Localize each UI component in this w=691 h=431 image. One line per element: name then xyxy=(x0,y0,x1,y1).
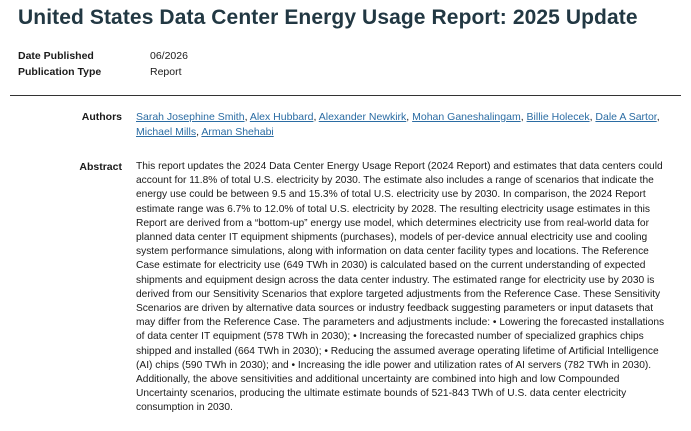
author-link[interactable]: Michael Mills xyxy=(136,126,197,138)
authors-section: Authors Sarah Josephine Smith, Alex Hubb… xyxy=(0,110,691,140)
date-published-label: Date Published xyxy=(18,50,94,62)
authors-list: Sarah Josephine Smith, Alex Hubbard, Ale… xyxy=(136,111,660,138)
author-link[interactable]: Mohan Ganeshalingam xyxy=(412,111,521,123)
section-divider xyxy=(10,95,681,96)
date-published-row: Date Published 06/2026 xyxy=(18,48,188,64)
author-link[interactable]: Dale A Sartor xyxy=(595,111,657,123)
abstract-section: Abstract This report updates the 2024 Da… xyxy=(0,160,691,416)
date-published-value: 06/2026 xyxy=(150,50,188,62)
author-link[interactable]: Billie Holecek xyxy=(526,111,590,123)
publication-meta: Date Published 06/2026 Publication Type … xyxy=(18,48,188,80)
abstract-label: Abstract xyxy=(79,161,122,173)
author-link[interactable]: Arman Shehabi xyxy=(201,126,274,138)
author-link[interactable]: Sarah Josephine Smith xyxy=(136,111,245,123)
abstract-text: This report updates the 2024 Data Center… xyxy=(136,161,665,414)
author-link[interactable]: Alex Hubbard xyxy=(249,111,314,123)
publication-type-value: Report xyxy=(150,66,182,78)
publication-type-row: Publication Type Report xyxy=(18,64,188,80)
publication-type-label: Publication Type xyxy=(18,66,102,78)
authors-label: Authors xyxy=(81,111,122,123)
author-link[interactable]: Alexander Newkirk xyxy=(318,111,407,123)
page-title: United States Data Center Energy Usage R… xyxy=(18,6,638,29)
